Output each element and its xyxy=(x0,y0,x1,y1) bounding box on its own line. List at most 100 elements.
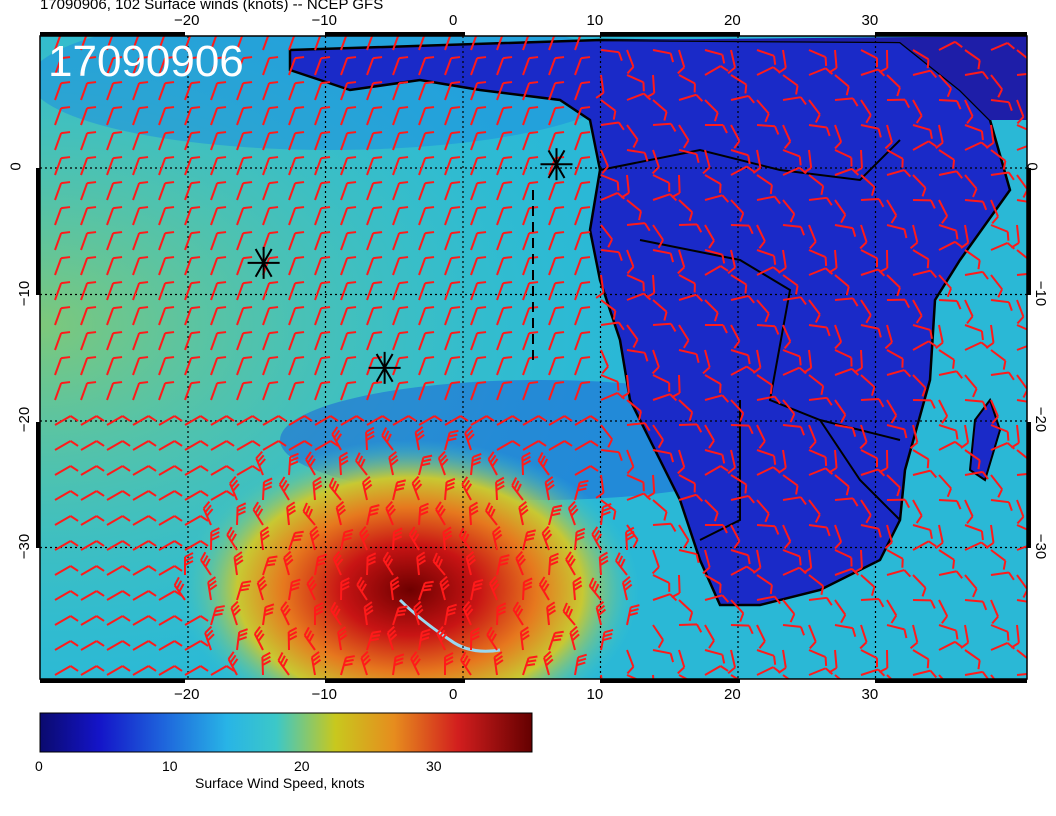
lon-tick-bottom: 10 xyxy=(586,686,604,703)
wind-barb xyxy=(392,231,409,251)
wind-barb xyxy=(756,595,781,605)
wind-barb xyxy=(1016,472,1027,482)
wind-barb xyxy=(938,624,959,640)
wind-barb xyxy=(626,49,635,75)
wind-barb xyxy=(444,356,461,376)
wind-barb xyxy=(652,49,675,63)
wind-barb xyxy=(444,381,461,401)
wind-barb xyxy=(210,527,220,551)
wind-barb xyxy=(184,415,209,426)
wind-barb xyxy=(912,524,933,539)
wind-barb xyxy=(808,267,834,276)
wind-barb xyxy=(132,206,149,226)
wind-barb xyxy=(392,181,409,201)
wind-barb xyxy=(184,106,201,126)
wind-barb xyxy=(705,524,728,534)
wind-barb xyxy=(730,674,748,679)
wind-barb xyxy=(964,124,984,141)
wind-barb xyxy=(314,156,331,176)
wind-barb xyxy=(496,131,513,151)
wind-barb xyxy=(80,665,105,676)
wind-barb xyxy=(1016,649,1027,671)
wind-barb xyxy=(210,605,225,626)
wind-barb xyxy=(340,131,357,151)
wind-barb xyxy=(702,549,711,575)
wind-barb xyxy=(808,449,828,467)
wind-barb xyxy=(309,525,320,551)
wind-barb xyxy=(756,666,781,676)
wind-barb xyxy=(363,601,374,626)
wind-barb xyxy=(158,306,175,326)
wind-barb xyxy=(132,281,149,301)
wind-barb xyxy=(704,449,726,464)
wind-barb xyxy=(834,549,853,567)
wind-barb xyxy=(938,99,962,110)
wind-barb xyxy=(588,577,602,601)
wind-barb xyxy=(392,331,409,351)
wind-barb xyxy=(600,349,609,375)
wind-barb xyxy=(54,540,79,551)
wind-barb xyxy=(860,174,876,196)
wind-barb xyxy=(54,440,79,451)
wind-barb xyxy=(418,628,431,651)
wind-barb xyxy=(158,465,183,476)
wind-barb xyxy=(756,374,773,395)
wind-barb xyxy=(80,331,97,351)
wind-barb xyxy=(236,580,252,601)
wind-barb xyxy=(574,479,589,501)
wind-barb xyxy=(262,415,287,426)
wind-barb xyxy=(782,424,805,436)
wind-barb xyxy=(439,575,450,601)
wind-barb xyxy=(782,349,802,366)
wind-barb xyxy=(262,156,279,176)
wind-barb xyxy=(515,550,526,576)
wind-barb xyxy=(54,331,71,351)
wind-barb xyxy=(704,65,729,76)
wind-barb xyxy=(756,66,781,76)
wind-barb xyxy=(990,674,1003,679)
wind-barb xyxy=(704,374,722,393)
wind-barb xyxy=(595,674,605,679)
wind-barb xyxy=(236,256,253,276)
wind-barb xyxy=(287,626,298,651)
wind-barb xyxy=(522,440,547,451)
wind-barb xyxy=(782,566,807,576)
wind-barb xyxy=(236,502,247,526)
wind-barb xyxy=(106,565,131,576)
colorbar-tick-20: 20 xyxy=(294,758,310,774)
wind-barb xyxy=(366,231,383,251)
wind-barb xyxy=(730,349,751,365)
wind-barb xyxy=(158,381,175,401)
wind-barb xyxy=(522,529,536,551)
wind-barb xyxy=(80,156,97,176)
wind-barb xyxy=(288,578,301,601)
wind-barb xyxy=(808,574,825,596)
wind-barb xyxy=(574,106,591,126)
wind-barb xyxy=(652,649,675,663)
wind-barb xyxy=(678,349,700,363)
wind-barb xyxy=(286,501,297,526)
wind-barb xyxy=(366,256,383,276)
wind-barb xyxy=(158,515,183,526)
wind-barb xyxy=(80,356,97,376)
wind-barb xyxy=(834,524,843,550)
wind-barb xyxy=(418,502,429,526)
wind-barb xyxy=(496,81,513,101)
wind-barb xyxy=(288,106,305,126)
wind-barb xyxy=(938,474,952,498)
lat-tick-right: 0 xyxy=(1023,162,1041,171)
wind-barb xyxy=(54,106,71,126)
colorbar-tick-10: 10 xyxy=(162,758,178,774)
wind-barb xyxy=(80,465,105,476)
wind-barb xyxy=(256,575,268,601)
wind-barb xyxy=(990,349,1007,370)
wind-barb xyxy=(184,640,209,651)
wind-barb xyxy=(106,281,123,301)
wind-barb xyxy=(442,526,453,551)
wind-barb xyxy=(470,231,487,251)
wind-barb xyxy=(314,81,331,101)
wind-barb xyxy=(938,274,952,298)
wind-barb xyxy=(496,181,513,201)
wind-barb xyxy=(496,156,513,176)
